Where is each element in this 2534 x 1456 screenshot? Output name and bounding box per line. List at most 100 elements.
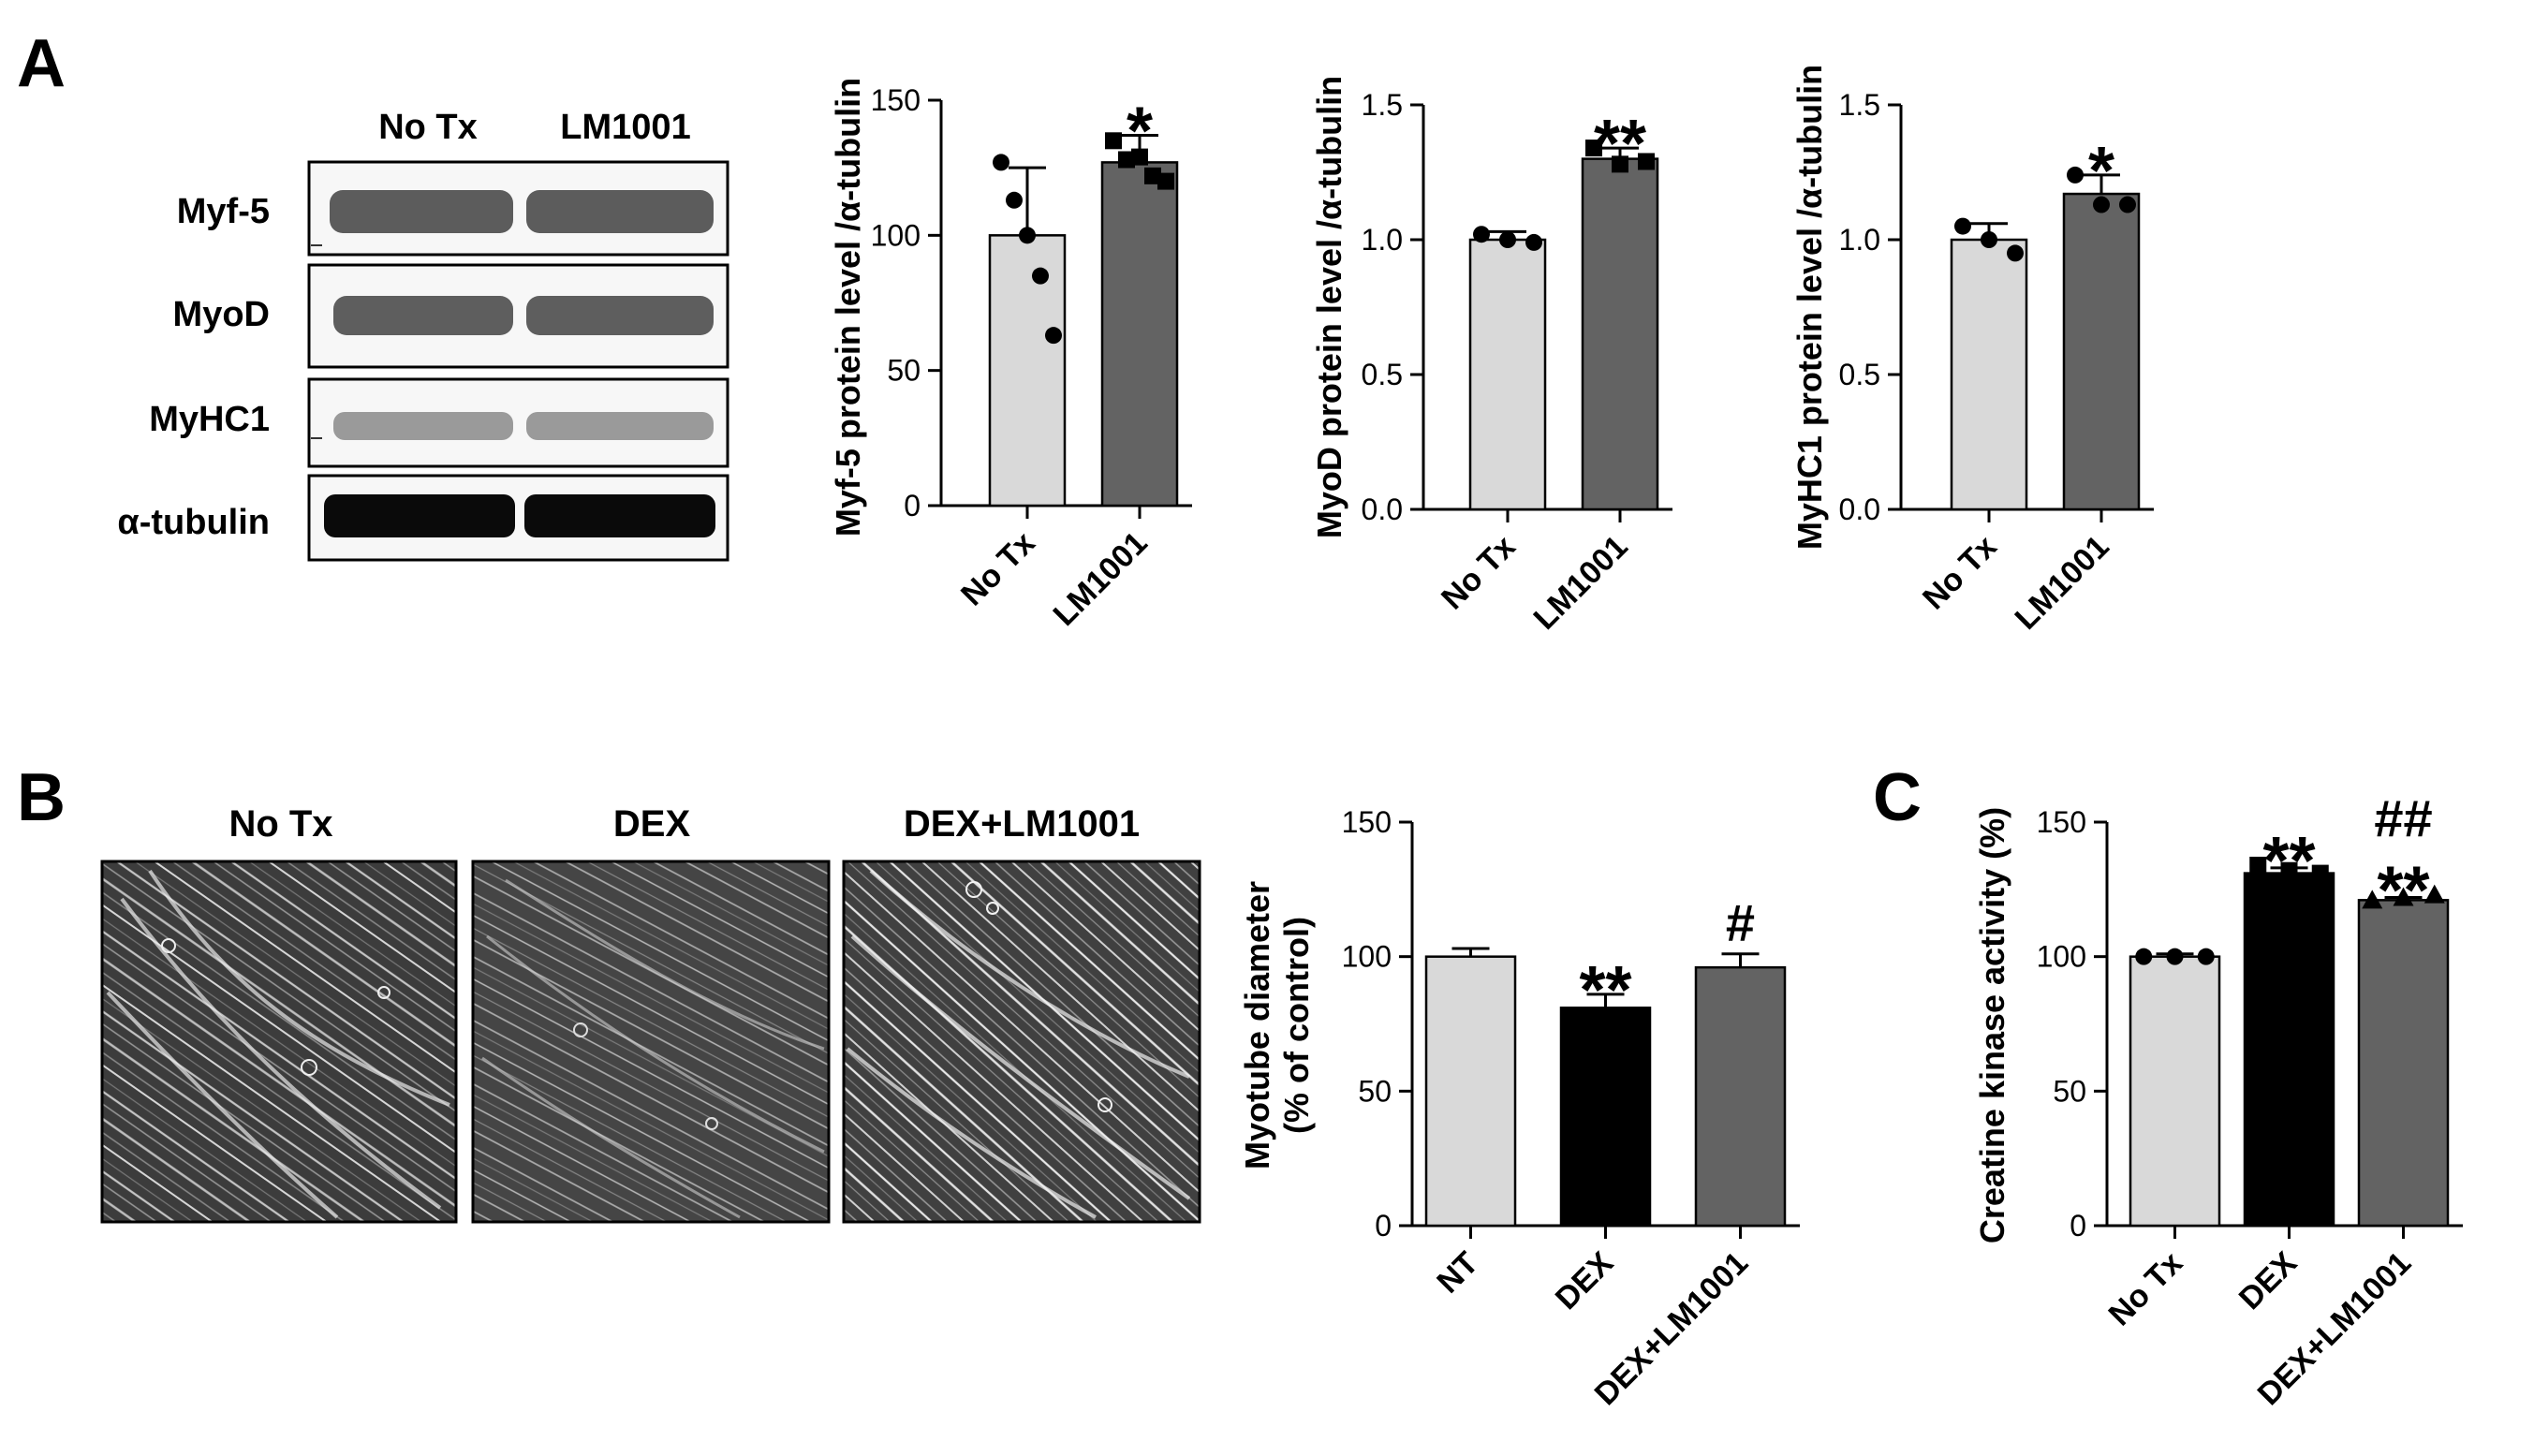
x-tick-label: No Tx — [2101, 1245, 2189, 1333]
data-point — [1525, 233, 1542, 251]
y-tick-label: 1.5 — [1362, 88, 1403, 122]
data-point — [2424, 884, 2445, 904]
data-point — [1954, 217, 1971, 235]
blot-label-myod: MyoD — [173, 295, 270, 334]
blot-band — [330, 190, 513, 233]
data-point — [2280, 861, 2298, 879]
y-axis-label: Creatine kinase activity (%) — [1973, 807, 2011, 1243]
blot-band — [524, 494, 715, 537]
significance-marker: # — [1726, 893, 1755, 952]
bar — [2129, 955, 2221, 1228]
significance-marker: ** — [1579, 953, 1631, 1028]
data-point — [1638, 153, 1655, 170]
bar — [1100, 161, 1179, 507]
chart-myhc1: 0.0 0.5 1.0 1.5 MyHC1 protein level /α-tubul… — [1790, 65, 2154, 637]
blot-row-tubulin: α-tubulin — [117, 474, 729, 562]
significance-marker: ** — [1594, 107, 1646, 182]
data-point — [2249, 856, 2267, 874]
significance-marker-secondary: ## — [2374, 789, 2432, 848]
data-point — [1612, 155, 1628, 173]
data-point — [2166, 948, 2184, 965]
data-point — [1157, 172, 1174, 190]
panel-letter-c: C — [1873, 760, 1922, 835]
micrograph-dex — [471, 860, 831, 1224]
y-tick-label: 0 — [2070, 1209, 2086, 1243]
y-tick-label: 150 — [1342, 805, 1392, 839]
data-point — [2093, 196, 2110, 213]
blot-band — [333, 296, 513, 335]
y-tick-label: 0.5 — [1839, 358, 1880, 391]
y-axis-label: MyoD protein level /α-tubulin — [1310, 76, 1348, 538]
y-tick-label: 0 — [904, 489, 921, 522]
blot-lane-label-notx: No Tx — [378, 108, 478, 147]
data-point — [2311, 864, 2329, 882]
micrograph-label-notx: No Tx — [228, 803, 332, 845]
y-tick-label: 50 — [1358, 1074, 1392, 1108]
data-point — [1473, 226, 1490, 243]
data-point — [2393, 887, 2414, 906]
data-point — [1585, 140, 1602, 157]
data-point — [1118, 151, 1135, 169]
y-tick-label: 150 — [2037, 805, 2086, 839]
data-point — [1131, 148, 1148, 166]
y-axis-label: Myf-5 protein level /α-tubulin — [829, 78, 867, 537]
chart-ck: 0 50 100 150 Creatine kinase activity (%) No … — [1973, 789, 2463, 1412]
y-axis-label-unit: (% of control) — [1277, 917, 1316, 1134]
data-point — [2135, 948, 2153, 965]
y-tick-label: 50 — [2053, 1074, 2086, 1108]
blot-band — [324, 494, 515, 537]
micrograph-dex-lm1001 — [842, 860, 1201, 1224]
chart-myod: 0.0 0.5 1.0 1.5 MyoD protein level /α-tubuli… — [1310, 76, 1672, 637]
x-tick-label: LM1001 — [1047, 525, 1155, 633]
x-tick-label: DEX — [1549, 1245, 1621, 1317]
data-point — [1032, 267, 1049, 285]
bar — [1424, 955, 1517, 1228]
blot-label-myf5: Myf-5 — [177, 192, 270, 231]
x-tick-label: DEX — [2232, 1245, 2305, 1317]
x-tick-label: No Tx — [954, 525, 1042, 613]
x-tick-label: LM1001 — [1527, 529, 1635, 637]
blot-lane-label-lm1001: LM1001 — [560, 108, 690, 147]
data-point — [2362, 890, 2383, 909]
blot-row-myhc1: MyHC1 — [149, 377, 729, 468]
y-tick-label: 1.0 — [1362, 223, 1403, 257]
y-tick-label: 100 — [1342, 940, 1392, 974]
data-point — [2007, 244, 2024, 262]
y-tick-label: 50 — [887, 354, 921, 388]
blot-band — [526, 412, 714, 440]
y-axis-label: Myotube diameter — [1238, 881, 1276, 1169]
y-tick-label: 1.0 — [1839, 223, 1880, 257]
bar — [1559, 1007, 1652, 1228]
y-tick-label: 0.0 — [1362, 493, 1403, 526]
bar — [2357, 899, 2450, 1228]
y-axis-label: MyHC1 protein level /α-tubulin — [1790, 65, 1829, 550]
bar — [2062, 192, 2141, 511]
y-tick-label: 0.5 — [1362, 358, 1403, 391]
y-tick-label: 100 — [871, 218, 921, 252]
blot-row-myod: MyoD — [173, 263, 729, 369]
significance-marker: ** — [2377, 854, 2429, 929]
blot-band — [526, 190, 714, 233]
data-point — [993, 154, 1009, 171]
data-point — [1499, 231, 1516, 248]
x-tick-label: No Tx — [1435, 529, 1523, 617]
significance-marker: ** — [2262, 824, 2315, 899]
data-point — [2067, 166, 2084, 184]
bar — [988, 234, 1067, 507]
data-point — [1981, 231, 1997, 248]
blot-label-myhc1: MyHC1 — [149, 400, 270, 439]
chart-myotube: 0 50 100 150 Myotube diameter (% of control) N… — [1238, 805, 1800, 1412]
data-point — [2197, 948, 2215, 965]
y-tick-label: 1.5 — [1839, 88, 1880, 122]
micrograph-label-dex: DEX — [613, 803, 691, 845]
blot-row-myf5: Myf-5 — [177, 160, 729, 257]
micrograph-label-dexlm: DEX+LM1001 — [904, 803, 1140, 845]
data-point — [1006, 191, 1023, 209]
blot-label-tubulin: α-tubulin — [117, 503, 270, 542]
data-point — [1045, 327, 1062, 345]
y-tick-label: 150 — [871, 83, 921, 117]
panel-letter-b: B — [17, 760, 66, 835]
bar — [1581, 157, 1659, 511]
